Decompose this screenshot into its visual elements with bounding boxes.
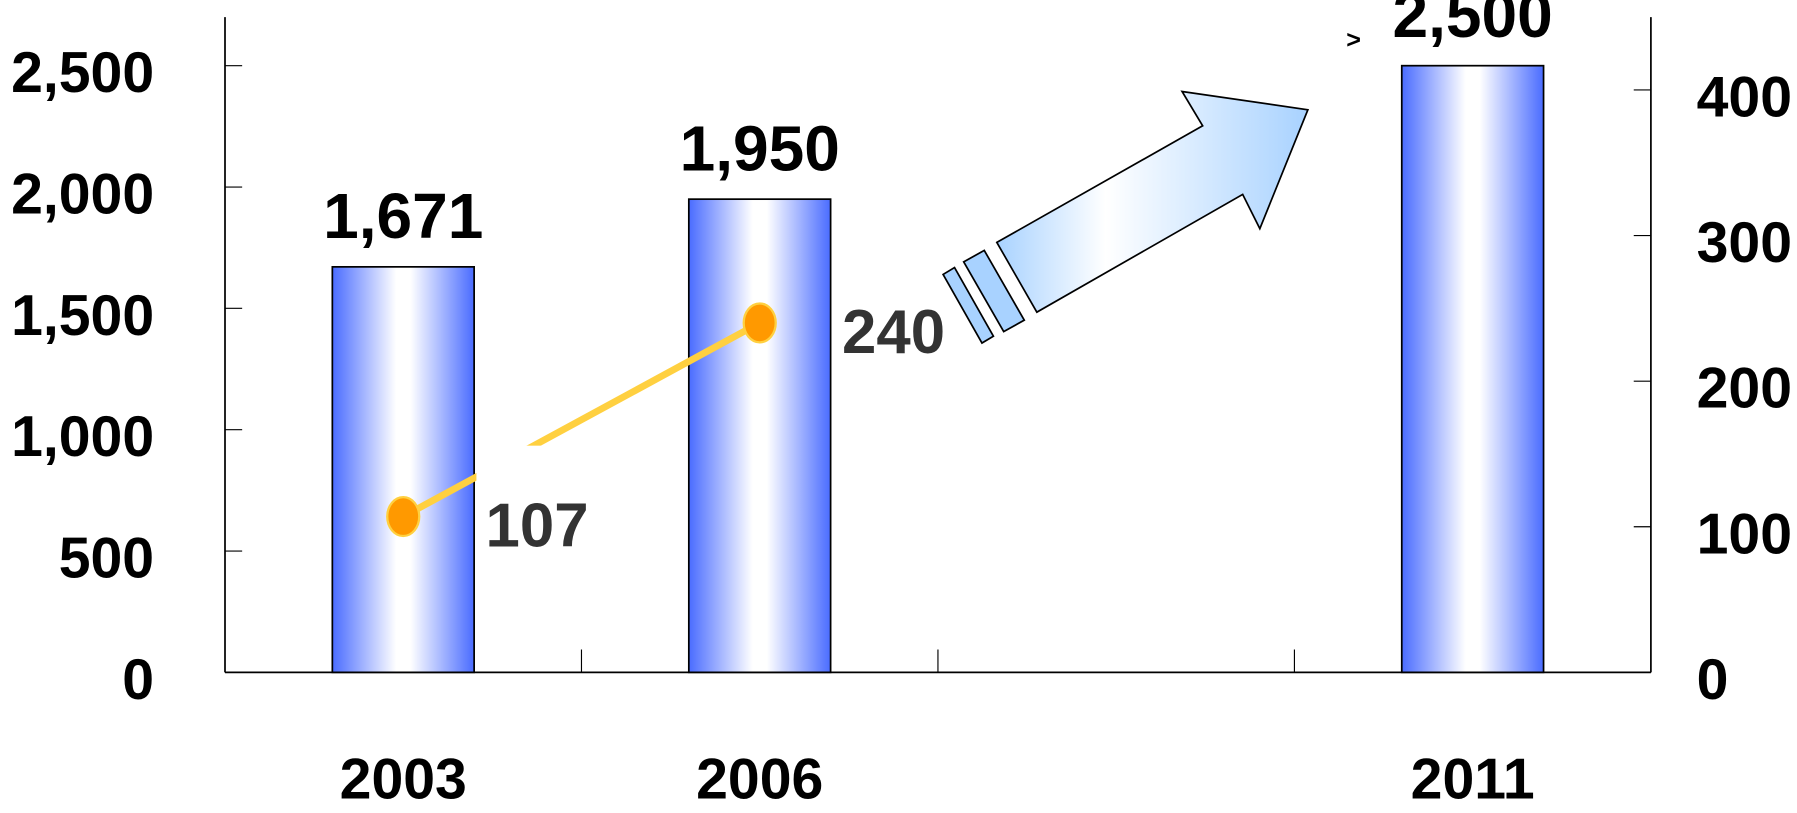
x-tick-label: 2011 — [1411, 747, 1535, 811]
label-background — [832, 252, 936, 367]
x-tick-label: 2003 — [340, 747, 467, 811]
bar — [687, 198, 832, 674]
line-marker — [742, 302, 777, 344]
y2-tick-label: 0 — [1697, 648, 1729, 712]
y2-tick-label: 400 — [1697, 65, 1792, 129]
x-tick-label: 2006 — [696, 747, 823, 811]
label-background — [476, 445, 580, 561]
y-tick-label: 0 — [122, 648, 154, 712]
annotation: > — [1346, 26, 1361, 54]
bar — [331, 265, 475, 674]
bar-value-label: 1,950 — [680, 112, 840, 184]
growth-arrow — [941, 90, 1310, 345]
y2-tick-label: 200 — [1697, 357, 1792, 421]
y2-tick-label: 100 — [1697, 502, 1792, 566]
y-tick-label: 2,500 — [11, 41, 154, 105]
line-value-label: 107 — [486, 492, 589, 561]
bar-value-label: 2,500 — [1393, 0, 1553, 51]
bar-value-label: 1,671 — [323, 180, 483, 252]
line-value-label: 240 — [842, 298, 945, 367]
y-tick-label: 1,500 — [11, 284, 154, 348]
y2-tick-label: 300 — [1697, 211, 1792, 275]
bar — [1400, 64, 1545, 674]
y-tick-label: 1,000 — [11, 405, 154, 469]
line — [401, 319, 762, 520]
y-tick-label: 500 — [59, 527, 154, 591]
line-marker — [386, 495, 421, 538]
y-tick-label: 2,000 — [11, 163, 154, 227]
